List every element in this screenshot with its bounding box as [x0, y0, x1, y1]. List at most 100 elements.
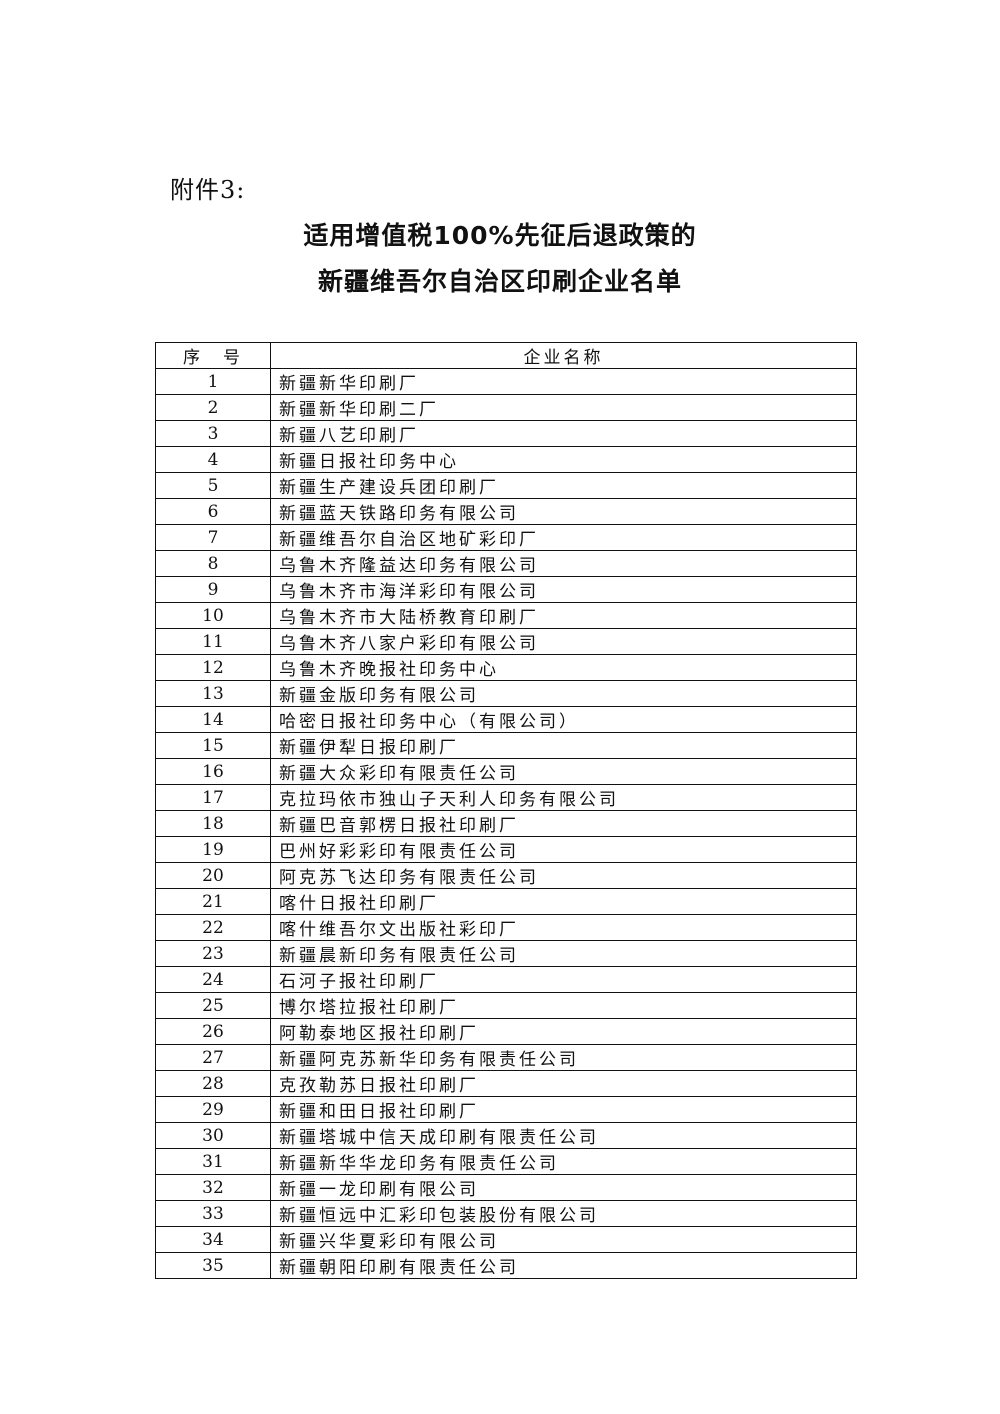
serial-number-cell: 24: [155, 966, 271, 993]
serial-number-cell: 23: [155, 940, 271, 967]
table-row: 2 新疆新华印刷二厂: [155, 394, 857, 421]
table-row: 15 新疆伊犁日报印刷厂: [155, 732, 857, 759]
serial-number-cell: 5: [155, 472, 271, 499]
serial-number-cell: 27: [155, 1044, 271, 1071]
table-row: 30 新疆塔城中信天成印刷有限责任公司: [155, 1122, 857, 1149]
table-row: 7 新疆维吾尔自治区地矿彩印厂: [155, 524, 857, 551]
serial-number-cell: 9: [155, 576, 271, 603]
enterprise-name-cell: 乌鲁木齐市大陆桥教育印刷厂: [270, 602, 857, 629]
table-header-row: 序 号 企业名称: [155, 342, 857, 369]
serial-number-cell: 16: [155, 758, 271, 785]
table-row: 29 新疆和田日报社印刷厂: [155, 1096, 857, 1123]
table-row: 8 乌鲁木齐隆益达印务有限公司: [155, 550, 857, 577]
serial-number-cell: 34: [155, 1226, 271, 1253]
table-row: 34 新疆兴华夏彩印有限公司: [155, 1226, 857, 1253]
table-row: 11 乌鲁木齐八家户彩印有限公司: [155, 628, 857, 655]
serial-number-cell: 25: [155, 992, 271, 1019]
enterprise-name-cell: 新疆八艺印刷厂: [270, 420, 857, 447]
serial-number-cell: 26: [155, 1018, 271, 1045]
enterprise-name-cell: 乌鲁木齐晚报社印务中心: [270, 654, 857, 681]
serial-number-cell: 6: [155, 498, 271, 525]
table-row: 9 乌鲁木齐市海洋彩印有限公司: [155, 576, 857, 603]
enterprise-name-cell: 新疆新华印刷厂: [270, 368, 857, 395]
enterprise-name-cell: 新疆维吾尔自治区地矿彩印厂: [270, 524, 857, 551]
table-row: 14 哈密日报社印务中心（有限公司）: [155, 706, 857, 733]
enterprise-name-cell: 巴州好彩彩印有限责任公司: [270, 836, 857, 863]
serial-number-cell: 29: [155, 1096, 271, 1123]
serial-number-cell: 3: [155, 420, 271, 447]
enterprise-name-cell: 新疆新华印刷二厂: [270, 394, 857, 421]
enterprise-name-cell: 新疆蓝天铁路印务有限公司: [270, 498, 857, 525]
serial-number-cell: 35: [155, 1252, 271, 1279]
enterprise-name-cell: 阿勒泰地区报社印刷厂: [270, 1018, 857, 1045]
table-row: 31 新疆新华华龙印务有限责任公司: [155, 1148, 857, 1175]
enterprise-name-cell: 石河子报社印刷厂: [270, 966, 857, 993]
serial-number-cell: 15: [155, 732, 271, 759]
table-row: 6 新疆蓝天铁路印务有限公司: [155, 498, 857, 525]
serial-number-cell: 13: [155, 680, 271, 707]
document-title-line-2: 新疆维吾尔自治区印刷企业名单: [317, 267, 682, 296]
table-row: 26 阿勒泰地区报社印刷厂: [155, 1018, 857, 1045]
serial-number-cell: 20: [155, 862, 271, 889]
enterprise-name-cell: 新疆巴音郭楞日报社印刷厂: [270, 810, 857, 837]
table-row: 21 喀什日报社印刷厂: [155, 888, 857, 915]
table-row: 12 乌鲁木齐晚报社印务中心: [155, 654, 857, 681]
table-row: 33 新疆恒远中汇彩印包装股份有限公司: [155, 1200, 857, 1227]
table-row: 22 喀什维吾尔文出版社彩印厂: [155, 914, 857, 941]
table-row: 16 新疆大众彩印有限责任公司: [155, 758, 857, 785]
table-row: 27 新疆阿克苏新华印务有限责任公司: [155, 1044, 857, 1071]
table-row: 25 博尔塔拉报社印刷厂: [155, 992, 857, 1019]
table-row: 32 新疆一龙印刷有限公司: [155, 1174, 857, 1201]
table-row: 10 乌鲁木齐市大陆桥教育印刷厂: [155, 602, 857, 629]
enterprise-name-cell: 新疆晨新印务有限责任公司: [270, 940, 857, 967]
serial-number-cell: 10: [155, 602, 271, 629]
table-row: 18 新疆巴音郭楞日报社印刷厂: [155, 810, 857, 837]
table-row: 3 新疆八艺印刷厂: [155, 420, 857, 447]
serial-number-cell: 21: [155, 888, 271, 915]
enterprise-name-cell: 阿克苏飞达印务有限责任公司: [270, 862, 857, 889]
serial-number-cell: 8: [155, 550, 271, 577]
enterprise-name-cell: 新疆日报社印务中心: [270, 446, 857, 473]
enterprise-name-cell: 克拉玛依市独山子天利人印务有限公司: [270, 784, 857, 811]
enterprise-name-cell: 乌鲁木齐市海洋彩印有限公司: [270, 576, 857, 603]
table-row: 19 巴州好彩彩印有限责任公司: [155, 836, 857, 863]
serial-number-cell: 14: [155, 706, 271, 733]
enterprise-name-cell: 新疆一龙印刷有限公司: [270, 1174, 857, 1201]
serial-number-cell: 11: [155, 628, 271, 655]
enterprise-name-cell: 新疆伊犁日报印刷厂: [270, 732, 857, 759]
table-row: 23 新疆晨新印务有限责任公司: [155, 940, 857, 967]
serial-number-cell: 31: [155, 1148, 271, 1175]
serial-number-cell: 7: [155, 524, 271, 551]
header-serial-number: 序 号: [155, 342, 271, 369]
table-row: 4 新疆日报社印务中心: [155, 446, 857, 473]
enterprise-name-cell: 乌鲁木齐八家户彩印有限公司: [270, 628, 857, 655]
enterprise-name-cell: 新疆新华华龙印务有限责任公司: [270, 1148, 857, 1175]
serial-number-cell: 18: [155, 810, 271, 837]
serial-number-cell: 19: [155, 836, 271, 863]
enterprise-name-cell: 新疆大众彩印有限责任公司: [270, 758, 857, 785]
enterprise-name-cell: 新疆兴华夏彩印有限公司: [270, 1226, 857, 1253]
enterprise-name-cell: 博尔塔拉报社印刷厂: [270, 992, 857, 1019]
enterprise-name-cell: 新疆金版印务有限公司: [270, 680, 857, 707]
table-row: 5 新疆生产建设兵团印刷厂: [155, 472, 857, 499]
enterprise-name-cell: 新疆和田日报社印刷厂: [270, 1096, 857, 1123]
serial-number-cell: 22: [155, 914, 271, 941]
serial-number-cell: 2: [155, 394, 271, 421]
attachment-label: 附件3:: [170, 176, 246, 204]
serial-number-cell: 17: [155, 784, 271, 811]
enterprise-name-cell: 新疆朝阳印刷有限责任公司: [270, 1252, 857, 1279]
table-row: 28 克孜勒苏日报社印刷厂: [155, 1070, 857, 1097]
header-enterprise-name: 企业名称: [270, 342, 857, 369]
enterprise-name-cell: 新疆阿克苏新华印务有限责任公司: [270, 1044, 857, 1071]
enterprise-name-cell: 喀什维吾尔文出版社彩印厂: [270, 914, 857, 941]
enterprise-name-cell: 新疆生产建设兵团印刷厂: [270, 472, 857, 499]
serial-number-cell: 33: [155, 1200, 271, 1227]
table-row: 35 新疆朝阳印刷有限责任公司: [155, 1252, 857, 1279]
enterprise-table: 序 号 企业名称 1 新疆新华印刷厂 2 新疆新华印刷二厂 3 新疆八艺印刷厂 4 新疆日报社…: [155, 342, 857, 1279]
table-row: 17 克拉玛依市独山子天利人印务有限公司: [155, 784, 857, 811]
table-row: 20 阿克苏飞达印务有限责任公司: [155, 862, 857, 889]
serial-number-cell: 1: [155, 368, 271, 395]
table-row: 24 石河子报社印刷厂: [155, 966, 857, 993]
enterprise-name-cell: 克孜勒苏日报社印刷厂: [270, 1070, 857, 1097]
table-row: 1 新疆新华印刷厂: [155, 368, 857, 395]
